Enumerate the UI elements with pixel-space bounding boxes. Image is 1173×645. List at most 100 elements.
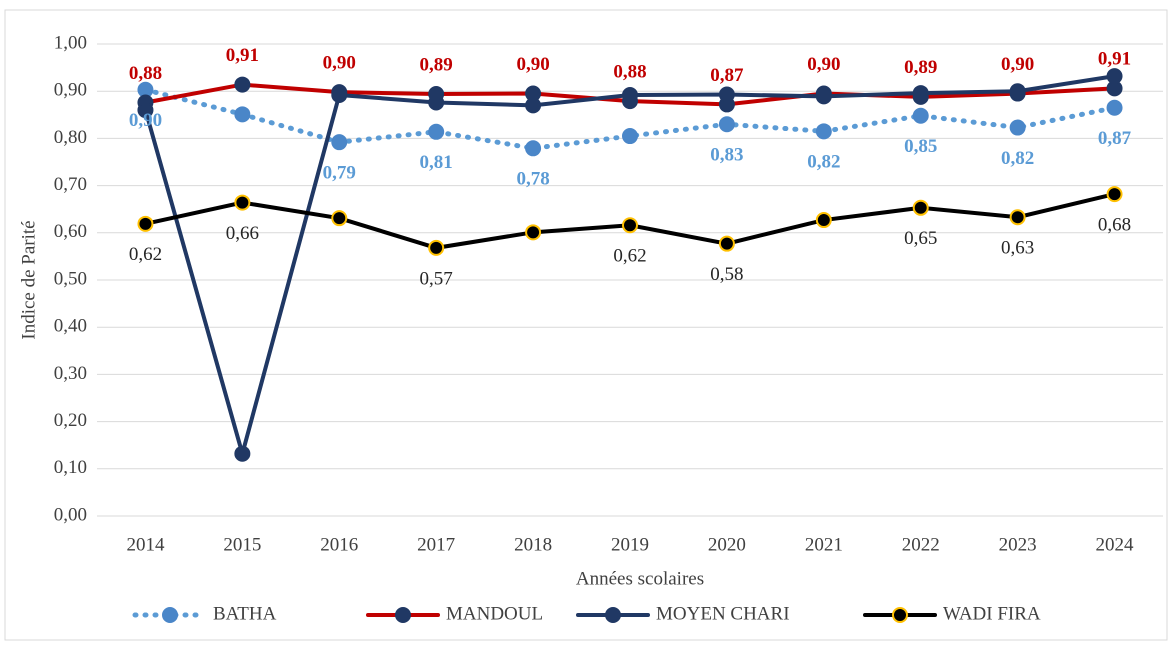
legend-marker xyxy=(395,607,411,623)
marker xyxy=(718,235,735,252)
data-label: 0,82 xyxy=(1001,148,1034,169)
marker xyxy=(912,199,929,216)
marker xyxy=(137,102,154,119)
y-tick-label: 0,50 xyxy=(54,268,87,289)
marker xyxy=(815,212,832,229)
data-label: 0,90 xyxy=(516,54,549,75)
x-tick-label: 2023 xyxy=(999,534,1037,555)
marker xyxy=(234,194,251,211)
data-label: 0,90 xyxy=(129,110,162,131)
series xyxy=(137,186,1123,256)
series xyxy=(137,81,1123,157)
data-label: 0,78 xyxy=(516,169,549,190)
series-line xyxy=(142,87,1118,151)
x-tick-label: 2021 xyxy=(805,534,843,555)
y-tick-label: 0,00 xyxy=(54,504,87,525)
marker xyxy=(428,239,445,256)
data-label: 0,65 xyxy=(904,228,937,249)
x-tick-label: 2022 xyxy=(902,534,940,555)
marker xyxy=(428,123,445,140)
marker xyxy=(1106,186,1123,203)
marker xyxy=(1009,119,1026,136)
data-label: 0,83 xyxy=(710,145,743,166)
y-tick-label: 0,90 xyxy=(54,80,87,101)
marker xyxy=(525,224,542,241)
marker xyxy=(1106,68,1123,85)
marker xyxy=(137,215,154,232)
y-tick-label: 1,00 xyxy=(54,32,87,53)
data-label: 0,90 xyxy=(807,54,840,75)
data-label: 0,90 xyxy=(323,53,356,74)
y-tick-label: 0,70 xyxy=(54,174,87,195)
x-tick-label: 2018 xyxy=(514,534,552,555)
data-label: 0,90 xyxy=(1001,54,1034,75)
marker xyxy=(1009,209,1026,226)
data-label: 0,85 xyxy=(904,136,937,157)
legend-item: BATHA xyxy=(132,603,277,624)
marker xyxy=(622,86,638,103)
legend-label: BATHA xyxy=(213,603,277,624)
data-label: 0,81 xyxy=(420,152,453,173)
marker xyxy=(912,85,929,102)
data-label: 0,62 xyxy=(129,244,162,265)
legend-item: MANDOUL xyxy=(366,603,543,624)
y-axis-label: Indice de Parité xyxy=(18,220,39,339)
data-label: 0,89 xyxy=(904,57,937,78)
marker xyxy=(718,86,735,103)
marker xyxy=(234,76,251,93)
legend-label: WADI FIRA xyxy=(943,603,1041,624)
legend-marker xyxy=(605,607,621,623)
marker xyxy=(622,217,638,234)
data-label: 0,79 xyxy=(323,163,356,184)
data-label: 0,62 xyxy=(613,246,646,267)
y-tick-label: 0,10 xyxy=(54,457,87,478)
data-label: 0,87 xyxy=(1098,128,1132,149)
marker xyxy=(718,116,735,133)
data-label: 0,82 xyxy=(807,152,840,173)
marker xyxy=(912,107,929,124)
legend-item: WADI FIRA xyxy=(863,603,1041,624)
x-tick-label: 2020 xyxy=(708,534,746,555)
marker xyxy=(234,106,251,123)
marker xyxy=(815,88,832,105)
data-label: 0,58 xyxy=(710,264,743,285)
marker xyxy=(234,445,251,462)
y-tick-label: 0,30 xyxy=(54,363,87,384)
x-tick-label: 2014 xyxy=(126,534,165,555)
data-label: 0,57 xyxy=(420,268,453,289)
x-tick-label: 2016 xyxy=(320,534,358,555)
y-tick-label: 0,40 xyxy=(54,316,87,337)
legend-label: MANDOUL xyxy=(446,603,543,624)
marker xyxy=(428,94,445,111)
y-tick-label: 0,60 xyxy=(54,221,87,242)
x-tick-label: 2017 xyxy=(417,534,455,555)
legend-item: MOYEN CHARI xyxy=(576,603,790,624)
marker xyxy=(525,97,542,114)
x-tick-label: 2015 xyxy=(223,534,261,555)
marker xyxy=(331,134,348,151)
marker xyxy=(1106,99,1123,116)
x-tick-label: 2019 xyxy=(611,534,649,555)
marker xyxy=(525,140,542,157)
data-label: 0,88 xyxy=(613,61,646,82)
legend-marker xyxy=(162,607,178,623)
marker xyxy=(331,86,348,103)
marker xyxy=(622,128,638,145)
legend-marker xyxy=(892,607,908,623)
data-label: 0,88 xyxy=(129,63,162,84)
x-axis-label: Années scolaires xyxy=(576,568,704,589)
data-label: 0,68 xyxy=(1098,214,1131,235)
data-label: 0,91 xyxy=(1098,49,1131,70)
marker xyxy=(1009,83,1026,100)
data-label: 0,66 xyxy=(226,223,259,244)
data-label: 0,87 xyxy=(710,65,744,86)
y-tick-label: 0,80 xyxy=(54,127,87,148)
legend-label: MOYEN CHARI xyxy=(656,603,790,624)
data-label: 0,89 xyxy=(420,54,453,75)
x-tick-label: 2024 xyxy=(1096,534,1135,555)
y-tick-label: 0,20 xyxy=(54,410,87,431)
data-label: 0,63 xyxy=(1001,238,1034,259)
data-label: 0,91 xyxy=(226,45,259,66)
marker xyxy=(331,210,348,227)
chart-frame xyxy=(4,9,1168,641)
